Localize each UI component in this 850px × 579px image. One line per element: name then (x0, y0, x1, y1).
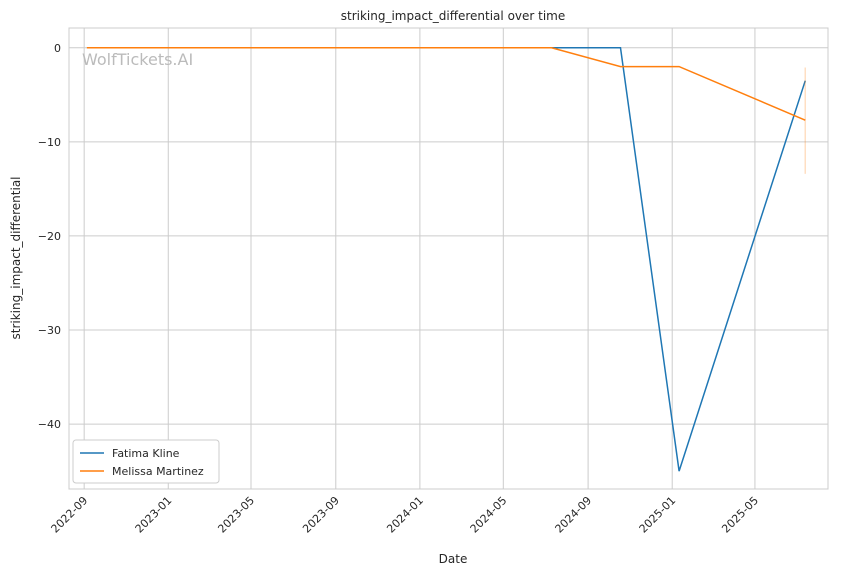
plot-area (68, 27, 829, 490)
x-axis-label: Date (439, 552, 468, 566)
x-tick-label: 2024-09 (553, 494, 595, 536)
y-tick-label: −40 (38, 418, 61, 431)
x-tick-label: 2023-05 (215, 494, 257, 536)
watermark: WolfTickets.AI (82, 50, 193, 69)
legend-label-fatima: Fatima Kline (112, 447, 180, 460)
x-tick-label: 2022-09 (49, 494, 91, 536)
y-tick-label: −10 (38, 136, 61, 149)
y-tick-label: 0 (54, 42, 61, 55)
x-tick-label: 2024-01 (384, 494, 426, 536)
y-tick-label: −30 (38, 324, 61, 337)
y-tick-label: −20 (38, 230, 61, 243)
x-tick-label: 2025-01 (637, 494, 679, 536)
chart-title: striking_impact_differential over time (341, 9, 566, 23)
x-tick-label: 2025-05 (719, 494, 761, 536)
x-tick-label: 2023-09 (300, 494, 342, 536)
legend-label-melissa: Melissa Martinez (112, 465, 204, 478)
x-tick-label: 2023-01 (133, 494, 175, 536)
x-tick-label: 2024-05 (468, 494, 510, 536)
y-axis-label: striking_impact_differential (9, 176, 23, 339)
legend: Fatima Kline Melissa Martinez (72, 439, 220, 484)
series-line-melissa-martinez (86, 47, 806, 121)
